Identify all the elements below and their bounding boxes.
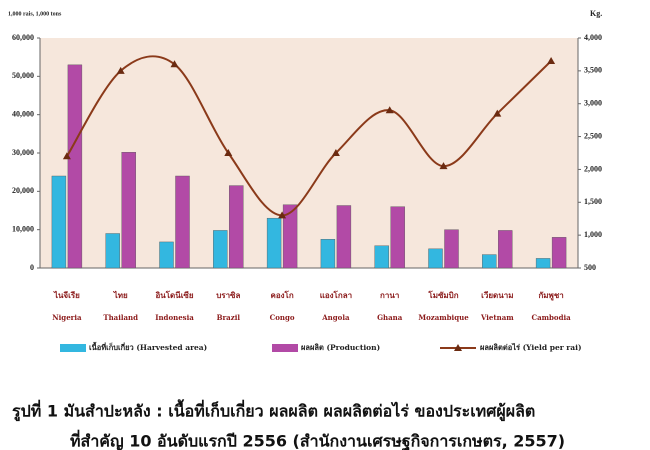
x-tick-label: ไทย <box>113 290 128 300</box>
x-tick-label: กัมพูชา <box>538 290 563 301</box>
marker <box>62 152 71 160</box>
x-tick-label: กานา <box>380 290 399 300</box>
bar <box>374 245 389 269</box>
legend-label: ผลผลิตต่อไร่ (Yield per rai) <box>480 342 582 352</box>
y2-tick-label: 3,500 <box>584 66 602 75</box>
legend-swatch <box>60 344 86 352</box>
bar <box>213 230 228 269</box>
bar <box>266 217 282 269</box>
caption-line: รูปที่ 1 มันสำปะหลัง : เนื้อที่เก็บเกี่ย… <box>12 399 535 423</box>
left-axis-label: 1,000 rais, 1,000 tons <box>8 11 62 17</box>
bar <box>498 230 513 269</box>
bar <box>336 205 352 269</box>
x-tick-label: เวียดนาม <box>481 290 513 300</box>
bar <box>551 237 567 269</box>
x-tick-label: Brazil <box>217 313 241 322</box>
marker <box>385 106 394 114</box>
x-tick-label: Ghana <box>377 313 403 322</box>
x-tick-label: อินโดนีเซีย <box>155 290 194 300</box>
x-tick-label: Angola <box>321 313 350 322</box>
y-tick-label: 20,000 <box>12 186 34 195</box>
marker <box>331 149 340 156</box>
y2-tick-label: 2,000 <box>584 164 602 173</box>
caption-line: ที่สำคัญ 10 อันดับแรกปี 2556 (สำนักงานเศ… <box>70 430 565 450</box>
bar <box>105 233 120 269</box>
marker <box>224 149 233 156</box>
marker <box>116 66 125 74</box>
y2-tick-label: 1,500 <box>584 197 602 206</box>
marker <box>278 211 287 219</box>
y2-tick-label: 1,000 <box>584 230 602 239</box>
bar <box>121 152 136 269</box>
bar <box>535 258 551 269</box>
y2-tick-label: 4,000 <box>584 33 602 42</box>
legend-swatch <box>272 344 298 352</box>
y2-tick-label: 3,000 <box>584 99 602 108</box>
bar <box>175 175 190 269</box>
x-tick-label: Mozambique <box>418 313 469 322</box>
line <box>66 55 552 217</box>
legend-label: เนื้อที่เก็บเกี่ยว (Harvested area) <box>89 341 207 352</box>
x-tick-label: บราซิล <box>216 290 240 300</box>
bar <box>390 206 405 269</box>
marker <box>493 109 502 117</box>
bar <box>320 239 336 269</box>
marker <box>547 57 556 64</box>
legend-swatch <box>454 344 462 351</box>
x-tick-label: โมซัมบิก <box>427 290 458 300</box>
x-tick-label: คองโก <box>270 290 293 300</box>
bar <box>282 204 298 269</box>
marker <box>439 162 448 170</box>
y-tick-label: 10,000 <box>12 224 34 233</box>
marker <box>170 60 179 68</box>
y-tick-label: 30,000 <box>12 148 34 157</box>
legend-label: ผลผลิต (Production) <box>301 343 380 352</box>
bar <box>428 248 443 269</box>
y-tick-label: 50,000 <box>12 71 34 80</box>
x-tick-label: Nigeria <box>52 313 82 322</box>
y-tick-label: 60,000 <box>12 33 34 42</box>
x-tick-label: ไนจีเรีย <box>53 290 80 300</box>
x-tick-label: Congo <box>270 313 295 322</box>
x-tick-label: แองโกลา <box>320 290 352 300</box>
bar <box>229 185 244 269</box>
bar <box>482 254 497 269</box>
y-tick-label: 40,000 <box>12 109 34 118</box>
bar <box>67 64 83 269</box>
bar <box>159 241 174 269</box>
bar <box>51 175 67 269</box>
right-axis-label: Kg. <box>590 9 602 18</box>
y2-tick-label: 2,500 <box>584 131 602 140</box>
x-tick-label: Vietnam <box>480 313 514 322</box>
x-tick-label: Indonesia <box>155 313 194 322</box>
y-tick-label: 0 <box>30 263 34 272</box>
x-tick-label: Thailand <box>103 313 138 322</box>
x-tick-label: Cambodia <box>532 313 572 322</box>
bar <box>444 229 459 269</box>
y2-tick-label: 500 <box>584 263 596 272</box>
